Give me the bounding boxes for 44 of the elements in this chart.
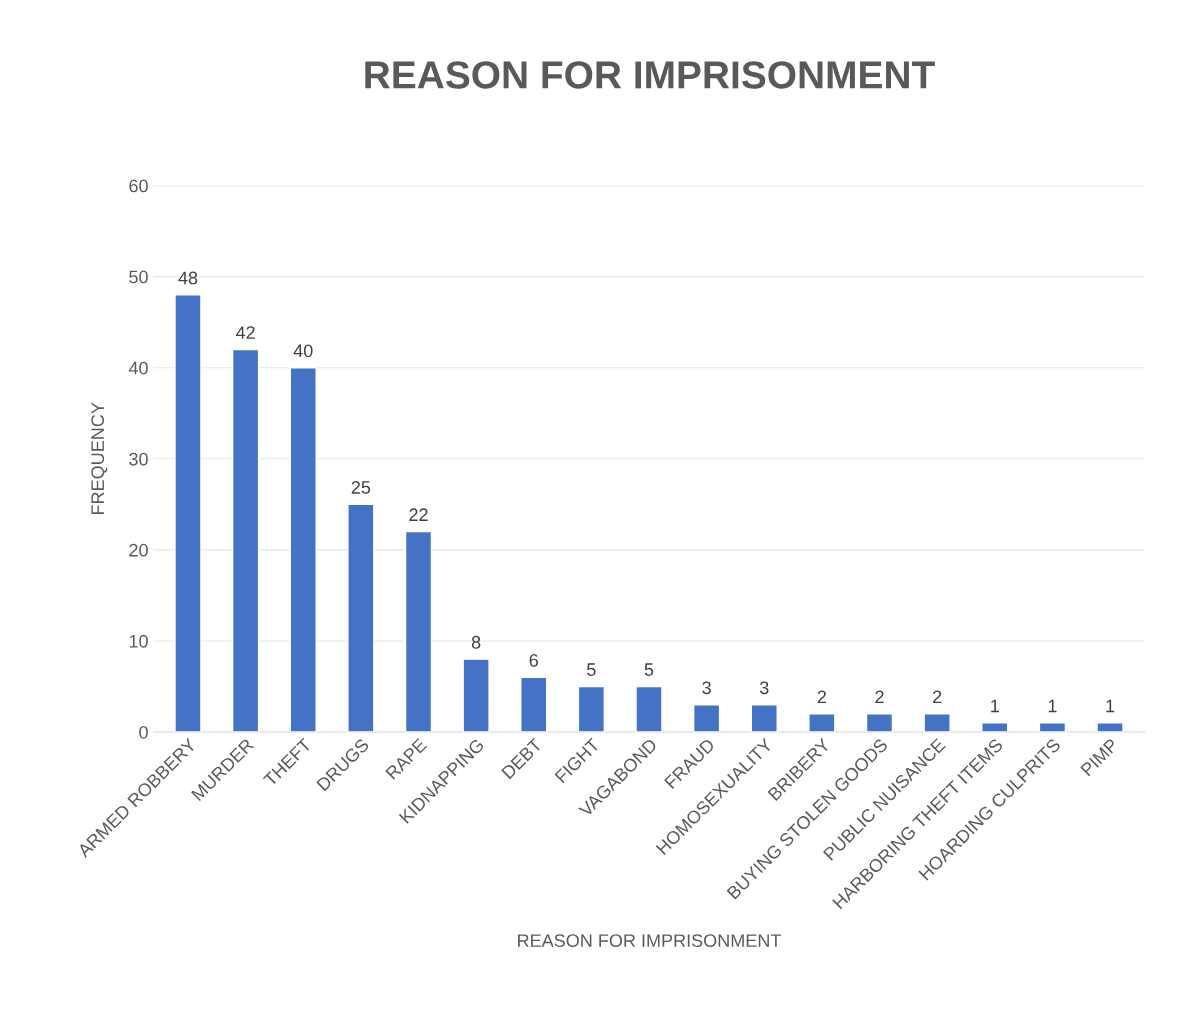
- data-label: 5: [587, 663, 596, 676]
- bar: [462, 658, 490, 733]
- data-label: 40: [293, 344, 313, 358]
- bar: [289, 367, 317, 733]
- bar: [635, 685, 663, 733]
- data-label: 1: [1106, 699, 1115, 713]
- data-label: 1: [1048, 699, 1057, 713]
- bar: [174, 294, 202, 733]
- y-tick-label: 20: [129, 543, 148, 557]
- data-label: 3: [702, 681, 711, 695]
- bar: [404, 530, 433, 733]
- bar: [520, 676, 548, 733]
- data-label: 2: [875, 690, 884, 704]
- y-tick-label: 0: [139, 725, 148, 739]
- bar: [865, 713, 894, 733]
- bar: [692, 703, 721, 733]
- data-label: 8: [471, 635, 481, 649]
- y-tick-label: 50: [129, 270, 148, 284]
- bar: [1096, 722, 1124, 733]
- bar: [1038, 722, 1067, 733]
- data-label: 2: [817, 690, 826, 704]
- data-label: 22: [409, 508, 428, 521]
- data-label: 5: [644, 663, 654, 676]
- y-tick-label: 60: [129, 179, 148, 193]
- bar: [923, 713, 951, 733]
- x-axis-title: REASON FOR IMPRISONMENT: [518, 934, 781, 947]
- data-label: 6: [529, 654, 538, 667]
- bar: [347, 503, 375, 733]
- data-label: 3: [759, 681, 769, 695]
- data-label: 42: [235, 326, 255, 339]
- data-label: 48: [178, 271, 198, 285]
- bar: [231, 348, 260, 733]
- chart-title: REASON FOR IMPRISONMENT: [365, 61, 935, 89]
- bar: [808, 713, 836, 733]
- y-tick-label: 30: [129, 452, 148, 466]
- y-tick-label: 10: [129, 634, 148, 648]
- bar: [981, 722, 1009, 733]
- y-axis-title: FREQUENCY: [91, 402, 108, 514]
- bar: [577, 685, 606, 733]
- data-label: 2: [933, 690, 942, 704]
- data-label: 1: [991, 699, 999, 713]
- data-label: 25: [351, 481, 371, 494]
- bar: [750, 703, 778, 733]
- y-tick-label: 40: [128, 361, 148, 375]
